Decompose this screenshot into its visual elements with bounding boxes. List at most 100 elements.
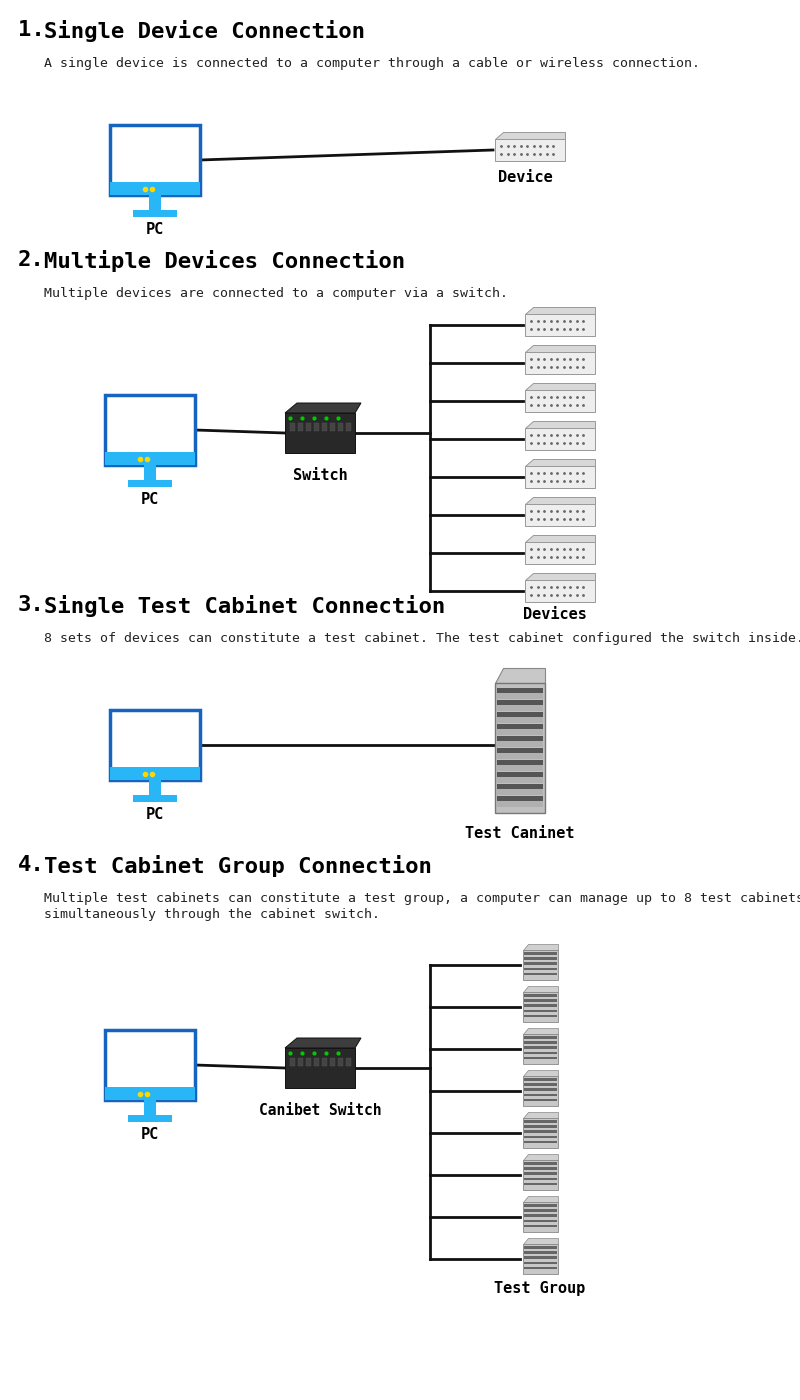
- Bar: [110, 710, 200, 780]
- Bar: [497, 706, 543, 711]
- Bar: [522, 1203, 558, 1232]
- Text: 4.: 4.: [18, 855, 45, 875]
- Bar: [149, 780, 161, 795]
- Bar: [523, 1130, 557, 1133]
- Bar: [525, 542, 595, 564]
- Polygon shape: [522, 1112, 558, 1119]
- Bar: [523, 1210, 557, 1212]
- Bar: [523, 1093, 557, 1096]
- Bar: [523, 1261, 557, 1264]
- Polygon shape: [525, 573, 595, 580]
- Text: Multiple devices are connected to a computer via a switch.: Multiple devices are connected to a comp…: [44, 287, 508, 300]
- Bar: [523, 1036, 557, 1039]
- Text: 1.: 1.: [18, 20, 45, 41]
- Bar: [497, 717, 543, 722]
- Bar: [497, 693, 543, 699]
- Bar: [298, 1058, 303, 1065]
- Text: PC: PC: [141, 491, 159, 507]
- Bar: [523, 1078, 557, 1081]
- Text: 3.: 3.: [18, 595, 45, 615]
- Bar: [497, 801, 543, 806]
- Text: 2.: 2.: [18, 251, 45, 270]
- Bar: [523, 1051, 557, 1054]
- Bar: [497, 687, 543, 693]
- Text: Single Device Connection: Single Device Connection: [44, 20, 365, 42]
- Bar: [290, 1058, 295, 1065]
- Bar: [110, 182, 200, 195]
- Bar: [338, 1058, 343, 1065]
- Bar: [523, 1046, 557, 1049]
- Bar: [128, 1114, 172, 1121]
- Bar: [497, 797, 543, 801]
- Bar: [110, 125, 200, 195]
- Bar: [314, 1058, 319, 1065]
- Bar: [322, 423, 327, 431]
- Text: Multiple test cabinets can constitute a test group, a computer can manage up to : Multiple test cabinets can constitute a …: [44, 892, 800, 904]
- Bar: [338, 423, 343, 431]
- Bar: [523, 1135, 557, 1138]
- Bar: [522, 1035, 558, 1064]
- Bar: [523, 1099, 557, 1102]
- Bar: [128, 480, 172, 487]
- Bar: [497, 777, 543, 783]
- Bar: [523, 1246, 557, 1249]
- Bar: [346, 423, 351, 431]
- Bar: [523, 1172, 557, 1175]
- Polygon shape: [522, 1238, 558, 1245]
- Bar: [523, 1177, 557, 1180]
- Bar: [290, 423, 295, 431]
- Text: PC: PC: [141, 1127, 159, 1142]
- Bar: [298, 423, 303, 431]
- Bar: [497, 771, 543, 777]
- Polygon shape: [525, 384, 595, 391]
- Bar: [523, 1088, 557, 1091]
- Polygon shape: [525, 459, 595, 466]
- Bar: [497, 742, 543, 746]
- Bar: [523, 1057, 557, 1060]
- Text: PC: PC: [146, 223, 164, 237]
- Bar: [523, 1183, 557, 1186]
- Bar: [285, 1049, 355, 1088]
- Bar: [105, 1086, 195, 1100]
- Bar: [497, 760, 543, 766]
- Bar: [497, 736, 543, 742]
- Bar: [306, 423, 311, 431]
- Polygon shape: [525, 344, 595, 351]
- Bar: [105, 395, 195, 465]
- Bar: [495, 683, 545, 813]
- Bar: [346, 1058, 351, 1065]
- Bar: [523, 1162, 557, 1165]
- Polygon shape: [522, 986, 558, 993]
- Bar: [523, 1000, 557, 1002]
- Bar: [523, 1084, 557, 1086]
- Bar: [523, 1141, 557, 1144]
- Bar: [497, 713, 543, 717]
- Bar: [523, 1214, 557, 1217]
- Bar: [285, 413, 355, 454]
- Text: Test Cabinet Group Connection: Test Cabinet Group Connection: [44, 855, 432, 876]
- Bar: [525, 580, 595, 602]
- Bar: [497, 729, 543, 735]
- Bar: [522, 1077, 558, 1106]
- Polygon shape: [522, 1070, 558, 1077]
- Bar: [523, 1126, 557, 1128]
- Text: simultaneously through the cabinet switch.: simultaneously through the cabinet switc…: [44, 909, 380, 921]
- Text: 8 sets of devices can constitute a test cabinet. The test cabinet configured the: 8 sets of devices can constitute a test …: [44, 631, 800, 645]
- Bar: [523, 1004, 557, 1007]
- Bar: [314, 423, 319, 431]
- Bar: [497, 790, 543, 795]
- Bar: [523, 1252, 557, 1254]
- Bar: [495, 139, 565, 161]
- Bar: [523, 967, 557, 970]
- Bar: [322, 1058, 327, 1065]
- Bar: [330, 423, 335, 431]
- Bar: [523, 1168, 557, 1170]
- Bar: [525, 391, 595, 412]
- Bar: [523, 973, 557, 976]
- Bar: [497, 748, 543, 753]
- Polygon shape: [525, 307, 595, 314]
- Text: PC: PC: [146, 806, 164, 822]
- Bar: [522, 951, 558, 980]
- Polygon shape: [525, 535, 595, 542]
- Bar: [523, 1267, 557, 1270]
